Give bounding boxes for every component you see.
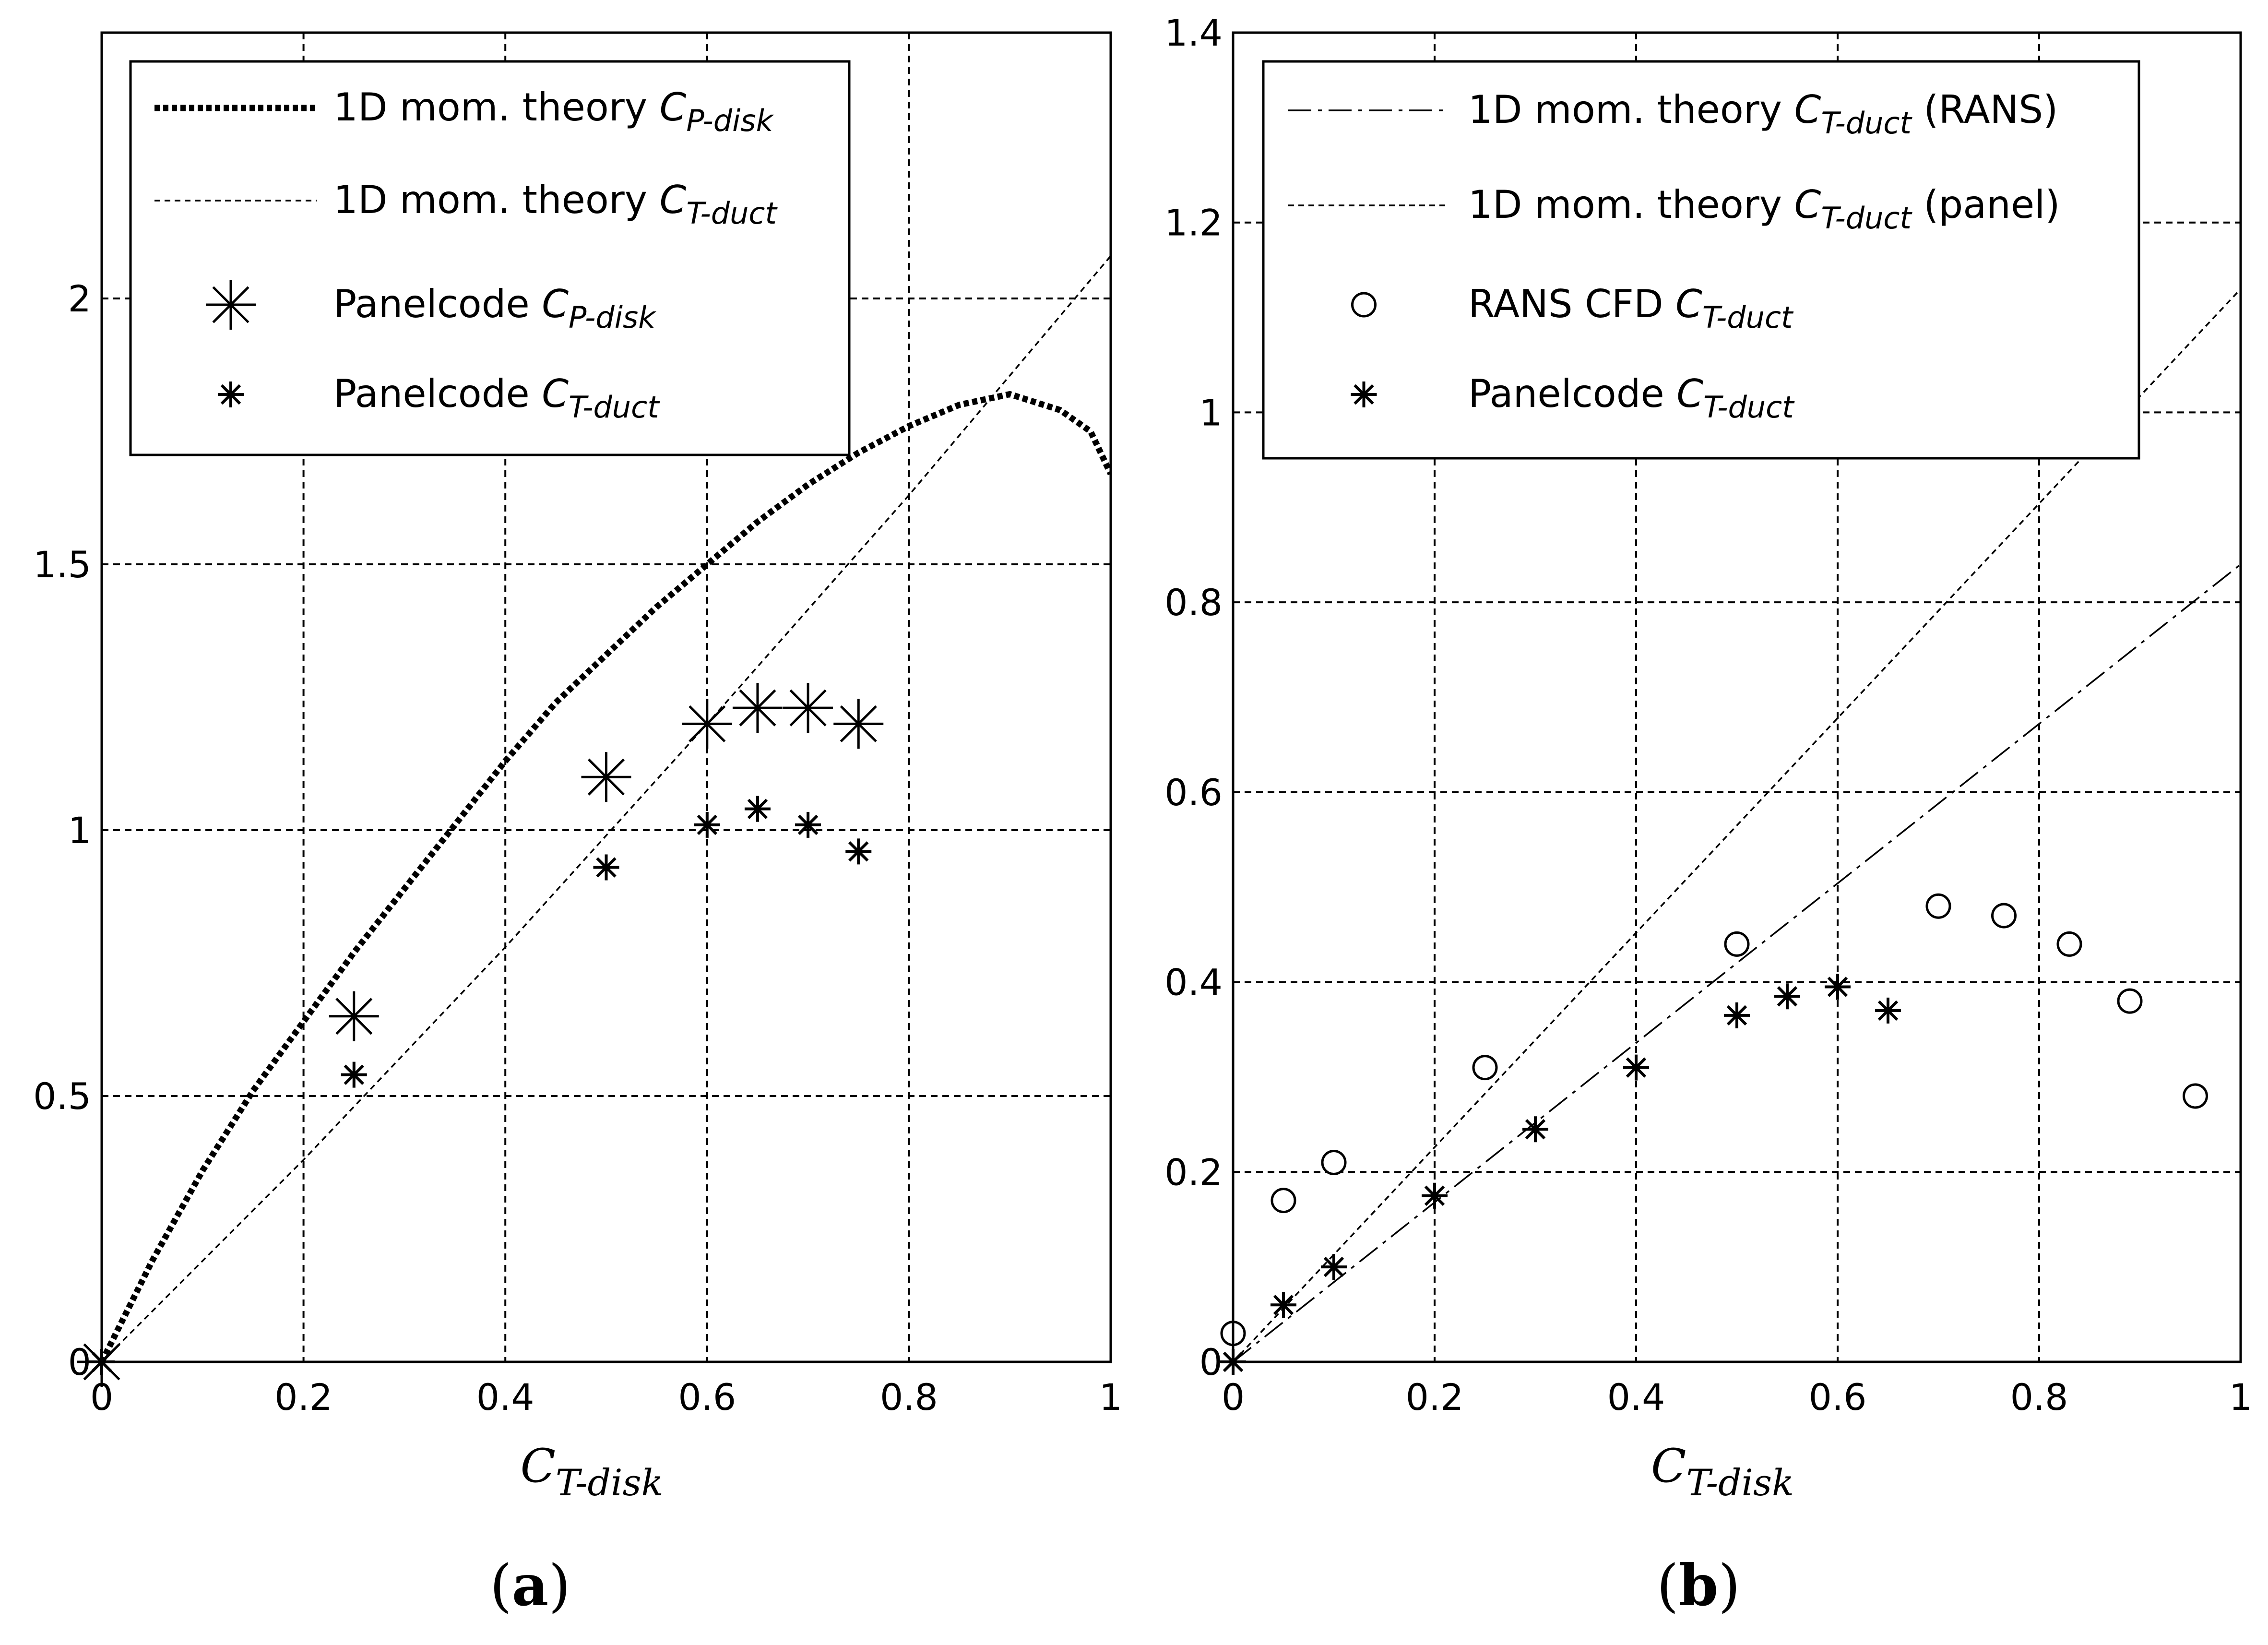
series-line-1 [1233, 288, 2241, 1362]
legend-label: 1D mom. theory CT-duct [333, 178, 778, 231]
data-point [1271, 1188, 1296, 1214]
legend-swatch [218, 381, 244, 407]
y-tick-label: 0 [1199, 1341, 1223, 1383]
x-tick-label: 0.2 [274, 1376, 332, 1419]
y-tick-label: 0.6 [1164, 771, 1223, 814]
plot-area [1233, 288, 2241, 1362]
x-tick-label: 1 [2229, 1376, 2252, 1419]
legend-box [1262, 60, 2140, 460]
data-point [2056, 931, 2082, 957]
legend-box [129, 60, 851, 456]
data-point [732, 683, 783, 733]
legend-swatch [1351, 381, 1377, 407]
data-point [1991, 903, 2017, 929]
x-tick-label: 0.4 [476, 1376, 534, 1419]
legend-swatch [1351, 292, 1377, 318]
data-point [1875, 997, 1901, 1024]
data-point [1825, 974, 1851, 1000]
panel-b-label: (b) [1657, 1552, 1741, 1619]
data-point [1724, 1002, 1750, 1028]
data-point [1422, 1182, 1448, 1209]
legend-item: 1D mom. theory CT-duct [154, 178, 778, 231]
legend-item: Panelcode CT-duct [1351, 371, 1795, 425]
legend-item: Panelcode CT-duct [218, 371, 660, 425]
data-point [1724, 931, 1750, 957]
data-point [682, 699, 732, 749]
legend: 1D mom. theory CT-duct (RANS) 1D mom. the… [1262, 60, 2140, 460]
x-tick-label: 0 [1222, 1376, 1245, 1419]
x-tick-label: 0.6 [1809, 1376, 1867, 1419]
x-axis-label: CT-disk [1651, 1439, 1794, 1504]
data-point [1522, 1116, 1548, 1143]
x-tick-label: 0.8 [880, 1376, 938, 1419]
y-tick-label: 0.8 [1164, 581, 1223, 624]
legend-label: 1D mom. theory CT-duct (RANS) [1468, 87, 2058, 141]
x-axis-label: CT-disk [520, 1439, 663, 1504]
data-point [1623, 1054, 1649, 1081]
legend-item: RANS CFD CT-duct [1351, 282, 1794, 335]
y-tick-label: 1.4 [1164, 12, 1223, 54]
data-point [2183, 1083, 2208, 1109]
data-point [795, 811, 821, 838]
legend-item: 1D mom. theory CP-disk [154, 85, 774, 138]
legend-label: Panelcode CT-duct [1468, 371, 1795, 425]
y-tick-label: 0.4 [1164, 961, 1223, 1004]
series-line-1 [102, 255, 1111, 1362]
data-point [744, 796, 771, 822]
plot-frame [100, 31, 1112, 1363]
legend-item: 1D mom. theory CT-duct (RANS) [1288, 87, 2058, 141]
y-tick-label: 1.2 [1164, 202, 1223, 244]
data-point [1472, 1055, 1498, 1081]
panel-a-label: (a) [490, 1552, 571, 1619]
legend-item: 1D mom. theory CT-duct (panel) [1288, 182, 2060, 236]
data-point [694, 811, 720, 838]
legend-swatch [206, 280, 256, 330]
chart-panel-b: 0 0.2 0.4 0.6 0.8 1 0 0.2 0.4 0.6 0.8 1 1.2 1.4 CT-dis… [1164, 12, 2252, 1504]
y-tick-label: 1.5 [33, 543, 91, 586]
y-tick-label: 1 [68, 809, 91, 852]
data-point [341, 1061, 367, 1088]
x-tick-label: 0.6 [678, 1376, 736, 1419]
data-point [833, 699, 884, 749]
data-point [1774, 983, 1800, 1010]
y-tick-label: 2 [68, 277, 91, 320]
y-tick-label: 0.5 [33, 1075, 91, 1118]
legend: 1D mom. theory CP-disk 1D mom. theory CT-… [129, 60, 851, 456]
data-point [593, 854, 619, 881]
plot-area [102, 255, 1111, 1362]
plot-frame [1232, 31, 2242, 1363]
data-point [329, 991, 379, 1041]
data-point [1321, 1254, 1347, 1280]
legend-label: Panelcode CP-disk [333, 282, 656, 335]
legend-label: Panelcode CT-duct [333, 371, 660, 425]
data-point [1271, 1292, 1296, 1318]
data-point [783, 683, 833, 733]
y-tick-label: 0.2 [1164, 1151, 1223, 1193]
legend-item: Panelcode CP-disk [206, 280, 656, 335]
data-point [581, 752, 631, 802]
data-point [1321, 1150, 1347, 1175]
series-line-0 [1233, 563, 2241, 1362]
x-tick-label: 0.8 [2010, 1376, 2068, 1419]
x-tick-label: 0.4 [1607, 1376, 1665, 1419]
series-line-0 [102, 391, 1111, 1362]
legend-label: RANS CFD CT-duct [1468, 282, 1794, 335]
data-point [2117, 988, 2143, 1014]
y-tick-label: 1 [1199, 391, 1223, 434]
x-tick-label: 1 [1099, 1376, 1122, 1419]
legend-label: 1D mom. theory CP-disk [333, 85, 774, 138]
data-point [845, 838, 872, 865]
legend-label: 1D mom. theory CT-duct (panel) [1468, 182, 2060, 236]
data-point [1925, 893, 1951, 919]
x-tick-label: 0.2 [1406, 1376, 1464, 1419]
